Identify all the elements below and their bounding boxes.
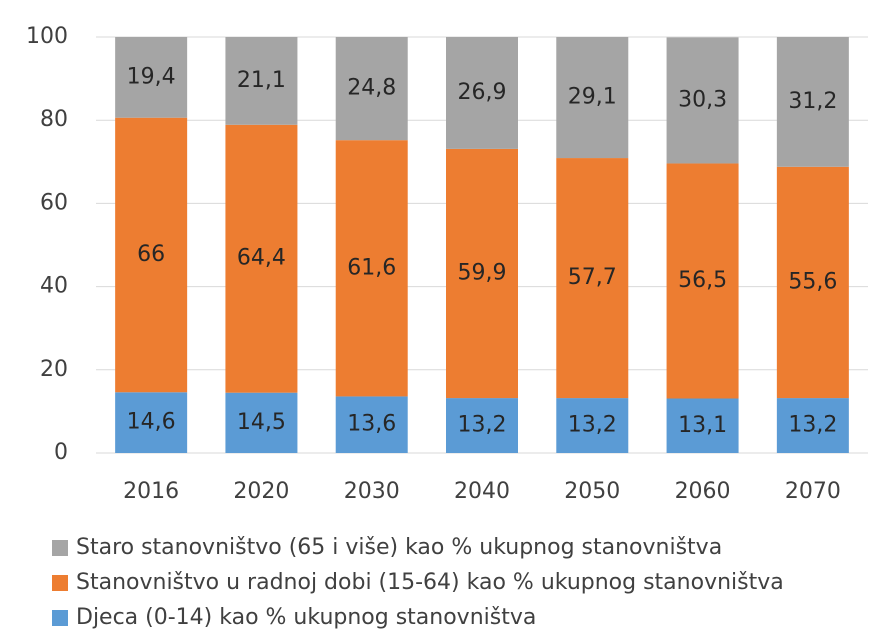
legend-swatch bbox=[52, 575, 68, 591]
bar-segment bbox=[335, 140, 408, 397]
bar-segment bbox=[666, 398, 739, 453]
bar-segment bbox=[556, 398, 629, 453]
bar-segment bbox=[446, 398, 518, 453]
data-label: 14,5 bbox=[237, 410, 286, 435]
legend-label: Stanovništvo u radnoj dobi (15-64) kao %… bbox=[76, 570, 784, 595]
y-tick-label: 100 bbox=[26, 24, 68, 49]
y-tick-label: 80 bbox=[40, 107, 68, 132]
bar-segment bbox=[115, 392, 188, 453]
data-label: 55,6 bbox=[788, 269, 837, 294]
legend-swatch bbox=[52, 540, 68, 556]
data-label: 31,2 bbox=[788, 89, 837, 114]
x-tick-label: 2030 bbox=[344, 479, 400, 504]
data-label: 57,7 bbox=[568, 265, 617, 290]
data-label: 61,6 bbox=[347, 255, 396, 280]
bar-segment bbox=[556, 158, 629, 399]
legend-label: Djeca (0-14) kao % ukupnog stanovništva bbox=[76, 605, 536, 630]
bar-segment bbox=[225, 124, 298, 393]
bar-segment bbox=[335, 396, 408, 453]
bar-segment bbox=[776, 37, 849, 167]
data-label: 19,4 bbox=[127, 64, 176, 89]
legend-label: Staro stanovništvo (65 i više) kao % uku… bbox=[76, 535, 722, 560]
bar-segment bbox=[666, 163, 739, 399]
x-tick-label: 2016 bbox=[123, 479, 179, 504]
bar-segment bbox=[776, 398, 849, 453]
x-tick-label: 2050 bbox=[564, 479, 620, 504]
bar-segment bbox=[115, 117, 188, 393]
data-label: 30,3 bbox=[678, 87, 727, 112]
bar-segment bbox=[446, 37, 518, 149]
data-label: 64,4 bbox=[237, 246, 286, 271]
x-tick-label: 2070 bbox=[785, 479, 841, 504]
bar-segment bbox=[776, 166, 849, 399]
bar-segment bbox=[335, 37, 408, 141]
data-label: 59,9 bbox=[458, 260, 507, 285]
data-label: 14,6 bbox=[127, 410, 176, 435]
legend-swatch bbox=[52, 610, 68, 626]
data-label: 13,2 bbox=[458, 413, 507, 438]
y-tick-label: 0 bbox=[54, 440, 68, 465]
bar-segment bbox=[225, 392, 298, 453]
data-label: 56,5 bbox=[678, 268, 727, 293]
data-label: 13,1 bbox=[678, 413, 727, 438]
data-label: 66 bbox=[137, 242, 165, 267]
bar-segment bbox=[115, 37, 188, 118]
bar-segment bbox=[225, 37, 298, 125]
x-tick-label: 2060 bbox=[675, 479, 731, 504]
bar-segment bbox=[446, 148, 518, 399]
y-tick-label: 40 bbox=[40, 274, 68, 299]
bar-segment bbox=[556, 37, 629, 159]
x-tick-label: 2040 bbox=[454, 479, 510, 504]
data-label: 29,1 bbox=[568, 85, 617, 110]
data-label: 13,2 bbox=[568, 413, 617, 438]
data-label: 13,2 bbox=[788, 413, 837, 438]
y-tick-label: 20 bbox=[40, 357, 68, 382]
data-label: 26,9 bbox=[458, 80, 507, 105]
data-label: 13,6 bbox=[347, 412, 396, 437]
x-tick-label: 2020 bbox=[233, 479, 289, 504]
bar-segment bbox=[666, 37, 739, 164]
data-label: 21,1 bbox=[237, 68, 286, 93]
data-label: 24,8 bbox=[347, 76, 396, 101]
y-tick-label: 60 bbox=[40, 190, 68, 215]
